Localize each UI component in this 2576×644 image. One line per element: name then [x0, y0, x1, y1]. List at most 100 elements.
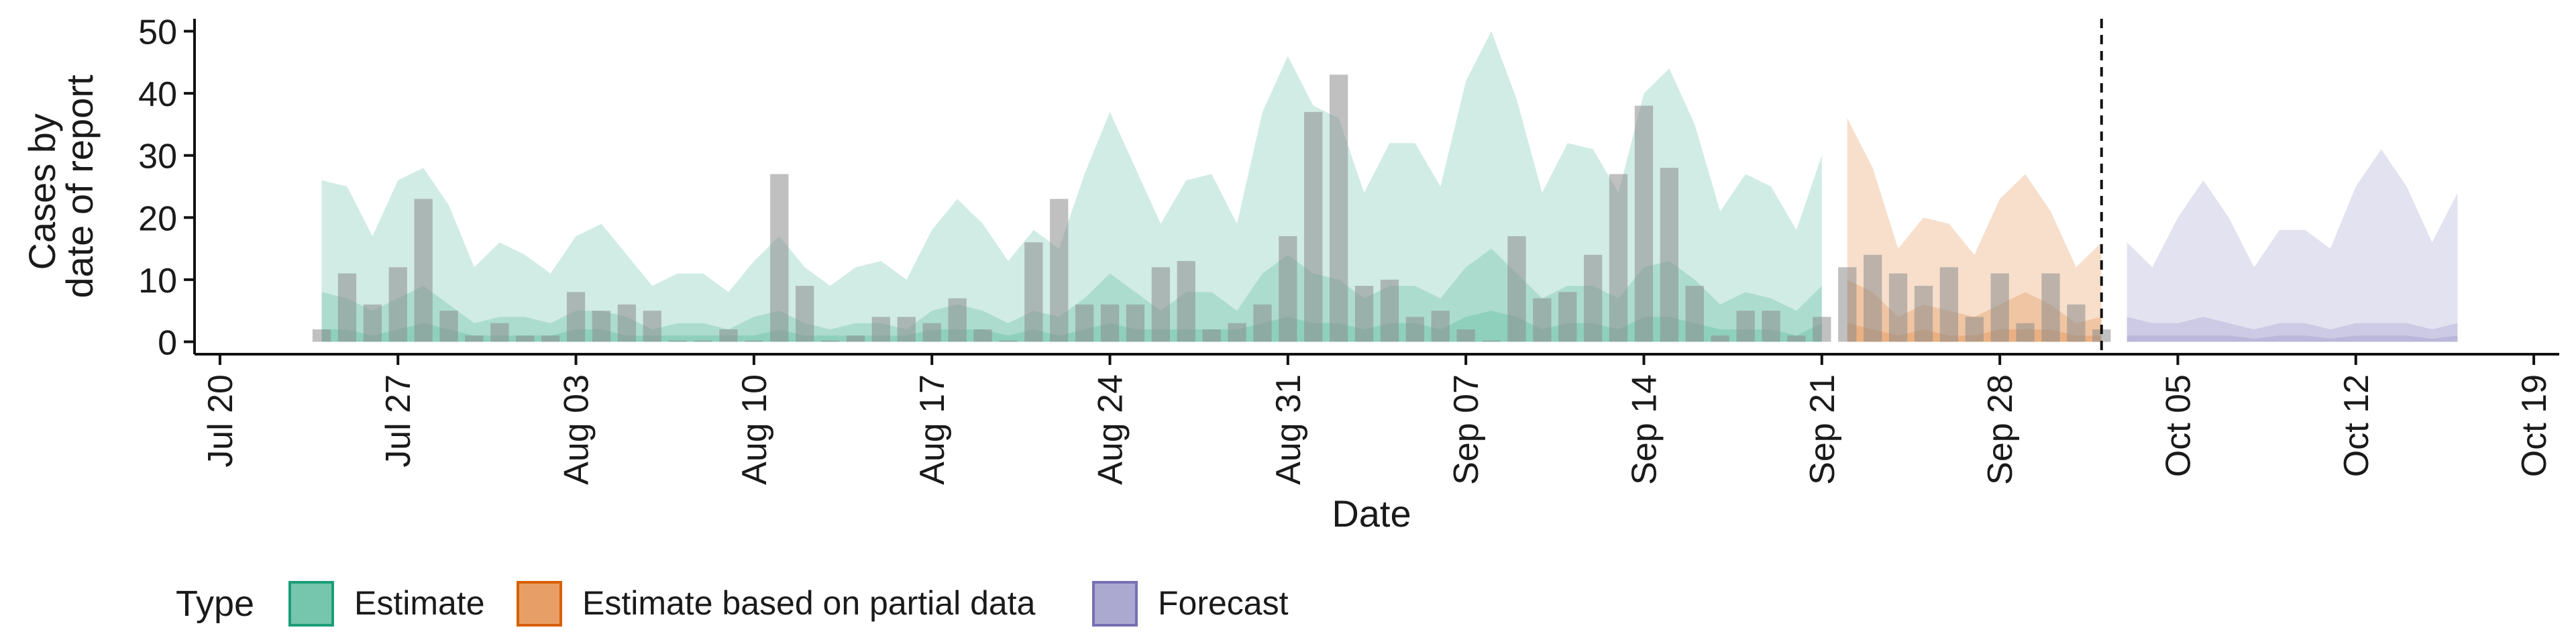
case-bar — [770, 174, 789, 342]
observed-case-bars — [312, 74, 2111, 342]
case-bar — [1787, 335, 1806, 342]
case-bar — [1838, 267, 1857, 342]
case-bar — [897, 317, 916, 342]
y-tick-label: 30 — [138, 138, 177, 176]
estimate-band-upper90 — [321, 31, 1822, 342]
case-bar — [1660, 168, 1678, 342]
estimate-based-on-partial-data-band-upper50 — [1847, 279, 2102, 342]
case-bar — [1100, 304, 1120, 342]
case-bar — [1228, 323, 1246, 342]
case-bar — [796, 286, 814, 342]
x-tick-label: Jul 20 — [201, 374, 240, 468]
case-bar — [1253, 304, 1272, 342]
x-tick-label: Oct 12 — [2337, 374, 2376, 477]
case-bar — [1202, 329, 1221, 342]
case-bar — [1354, 286, 1374, 342]
x-tick-label: Sep 28 — [1981, 374, 2020, 485]
case-bar — [414, 199, 433, 342]
forecast-band-upper20 — [2127, 335, 2458, 342]
case-bar — [1609, 174, 1628, 342]
legend-swatch — [288, 581, 334, 627]
y-tick-label: 10 — [138, 262, 177, 301]
case-bar — [1965, 317, 1984, 342]
case-bar — [1939, 267, 1958, 342]
case-bar — [1075, 304, 1094, 342]
case-bar — [363, 304, 382, 342]
case-bar — [1024, 242, 1043, 342]
case-bar — [694, 340, 712, 342]
case-bar — [1482, 340, 1501, 342]
case-bar — [2041, 273, 2060, 342]
y-tick-label: 40 — [138, 75, 177, 114]
case-bar — [1685, 286, 1704, 342]
legend-title: Type — [176, 584, 254, 624]
case-bar — [1405, 317, 1424, 342]
case-bar — [1634, 105, 1654, 342]
legend-swatch — [1092, 581, 1138, 627]
case-bar — [1711, 335, 1729, 342]
x-tick-label: Aug 10 — [735, 374, 774, 485]
forecast-band-upper50 — [2127, 317, 2458, 342]
case-bar — [1813, 317, 1831, 342]
case-bar — [1431, 311, 1450, 342]
case-bar — [465, 335, 484, 342]
case-bar — [337, 273, 357, 342]
x-tick-label: Sep 21 — [1803, 374, 1842, 485]
case-bar — [516, 335, 535, 342]
case-bar — [592, 311, 611, 342]
case-bar — [1762, 311, 1780, 342]
y-tick-label: 50 — [138, 13, 177, 52]
case-bar — [643, 311, 661, 342]
case-bar — [312, 329, 331, 342]
case-bar — [2092, 329, 2111, 342]
case-bar — [1736, 311, 1755, 342]
case-bar — [1888, 273, 1908, 342]
case-bar — [948, 298, 967, 342]
case-bar — [1380, 279, 1399, 342]
case-bar — [1456, 329, 1475, 342]
case-bar — [922, 323, 941, 342]
x-tick-label: Sep 14 — [1625, 374, 1664, 485]
x-tick-label: Aug 03 — [557, 374, 596, 485]
case-bar — [1177, 261, 1195, 342]
x-axis-label: Date — [1332, 492, 1411, 535]
case-bar — [871, 317, 890, 342]
legend-label: Estimate based on partial data — [582, 584, 1036, 622]
y-axis-label-line-2: date of report — [58, 74, 101, 299]
case-bar — [719, 329, 738, 342]
case-bar — [2016, 323, 2035, 342]
x-tick-label: Oct 05 — [2159, 374, 2198, 477]
case-bar — [388, 267, 407, 342]
case-bar — [1126, 304, 1145, 342]
estimate-based-on-partial-data-band-upper20 — [1847, 323, 2102, 342]
case-bar — [1279, 236, 1297, 342]
case-bar — [1507, 236, 1526, 342]
estimate-based-on-partial-data-band-upper90 — [1847, 118, 2102, 342]
case-bar — [2067, 304, 2086, 342]
case-bar — [1584, 254, 1603, 342]
case-bar — [617, 304, 636, 342]
case-bar — [1990, 273, 2009, 342]
case-bar — [999, 340, 1018, 342]
y-axis-label-line-1: Cases by — [21, 113, 63, 270]
case-bar — [1050, 199, 1069, 342]
legend-label: Estimate — [354, 584, 485, 622]
legend-label: Forecast — [1158, 584, 1289, 622]
case-bar — [745, 340, 763, 342]
forecast-band-upper90 — [2127, 149, 2458, 342]
x-tick-label: Oct 19 — [2515, 374, 2554, 477]
y-tick-label: 0 — [158, 323, 177, 362]
case-bar — [1151, 267, 1170, 342]
case-bar — [668, 340, 687, 342]
case-bar — [1914, 286, 1933, 342]
y-tick-label: 20 — [138, 199, 177, 238]
case-bar — [439, 311, 458, 342]
x-tick-label: Aug 31 — [1269, 374, 1308, 485]
x-tick-label: Jul 27 — [379, 374, 418, 468]
x-tick-label: Aug 17 — [913, 374, 952, 485]
x-tick-label: Aug 24 — [1091, 374, 1130, 485]
case-bar — [1533, 298, 1552, 342]
case-bar — [490, 323, 509, 342]
